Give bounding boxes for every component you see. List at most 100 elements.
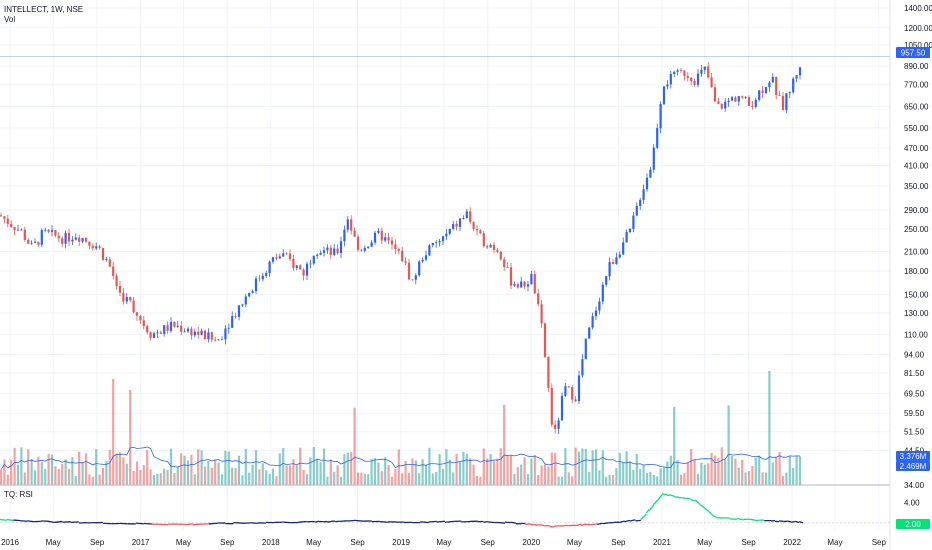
volume-bar — [761, 472, 764, 485]
volume-bar — [139, 470, 142, 485]
volume-bar — [727, 405, 730, 485]
volume-bar — [23, 472, 26, 485]
rsi-line-segment — [750, 518, 758, 522]
volume-bar — [193, 474, 196, 485]
candle-body — [105, 259, 108, 261]
price-tick-label: 550.00 — [904, 124, 929, 133]
volume-bar — [462, 451, 465, 485]
time-tick-label: 2019 — [392, 538, 410, 547]
volume-bar — [0, 469, 3, 485]
volume-bar — [61, 463, 64, 485]
candle-body — [598, 301, 601, 311]
candle-body — [445, 233, 448, 237]
candle-body — [734, 97, 737, 102]
volume-bar — [47, 454, 50, 485]
rsi-line-segment — [654, 499, 658, 505]
candle-body — [356, 236, 360, 250]
candle-body — [744, 97, 747, 98]
candle-body — [227, 327, 230, 329]
volume-bar — [659, 468, 662, 485]
time-tick-label: Sep — [350, 538, 365, 547]
candle-body — [360, 249, 363, 251]
candle-body — [564, 386, 567, 396]
grid-lines — [0, 0, 890, 530]
volume-bar — [730, 456, 734, 485]
volume-bar — [577, 451, 581, 485]
volume-bar — [312, 447, 315, 485]
volume-bar — [407, 472, 411, 485]
candle-body — [588, 327, 591, 339]
rsi-line-segment — [591, 523, 598, 526]
candle-body — [513, 284, 516, 286]
price-tick-label: 81.50 — [904, 369, 925, 378]
candle-body — [533, 274, 536, 294]
candle-body — [3, 216, 6, 219]
volume-bar — [404, 460, 407, 485]
price-tick-label: 1200.00 — [904, 24, 932, 33]
time-tick-label: 2018 — [262, 538, 280, 547]
volume-bar — [489, 453, 492, 485]
volume-bar — [758, 455, 761, 485]
rsi-line-segment — [54, 520, 63, 524]
volume-bar — [394, 469, 397, 485]
volume-bar — [244, 448, 247, 485]
volume-bar — [268, 473, 271, 485]
rsi-line-segment — [282, 521, 291, 524]
volume-bar — [475, 475, 479, 485]
rsi-line-segment — [786, 520, 792, 523]
candle-body — [118, 286, 122, 293]
candle-body — [292, 259, 295, 268]
candle-body — [567, 386, 570, 388]
rsi-line-segment — [20, 520, 28, 522]
candle-body — [407, 262, 411, 280]
candle-body — [428, 245, 431, 256]
rsi-line-segment — [379, 520, 388, 523]
candle-body — [761, 90, 764, 94]
volume-bar — [486, 458, 489, 485]
volume-bar — [482, 448, 485, 485]
price-tick-label: 210.00 — [904, 247, 929, 256]
candle-body — [37, 241, 40, 245]
time-axis[interactable]: 2016 May Sep 2017 May Sep 2018 May Sep 2019 May Sep… — [1, 538, 886, 547]
price-tick-label: 130.00 — [904, 309, 929, 318]
candle-body — [418, 261, 421, 276]
volume-bar — [207, 460, 210, 485]
candle-body — [67, 232, 71, 242]
price-axis[interactable]: 1400.00 1200.00 1050.00 890.00 770.00 650.00 5… — [904, 4, 932, 490]
candle-body — [479, 230, 482, 234]
candle-body — [438, 241, 441, 243]
volume-bar — [523, 457, 526, 485]
volume-bar — [690, 449, 693, 485]
volume-bar — [649, 471, 652, 485]
candle-body — [768, 82, 771, 88]
volume-bar — [594, 449, 598, 485]
volume-bar — [652, 474, 655, 485]
candle-body — [305, 263, 309, 276]
candle-body — [690, 77, 693, 82]
candle-body — [183, 331, 186, 333]
candle-body — [13, 226, 16, 231]
volume-bar — [414, 460, 417, 485]
volume-bar — [40, 462, 43, 485]
volume-bar — [115, 453, 118, 485]
rsi-line-segment — [699, 504, 704, 508]
candle-body — [717, 101, 720, 104]
volume-bar — [764, 472, 768, 485]
rsi-line-segment — [143, 522, 153, 525]
candle-body — [339, 241, 343, 254]
volume-bar — [248, 472, 251, 485]
rsi-line-segment — [6, 518, 14, 522]
volume-bar — [628, 461, 632, 485]
candle-body — [261, 275, 264, 280]
volume-bar — [465, 453, 468, 485]
rsi-line-segment — [713, 515, 717, 518]
candle-body — [574, 399, 577, 402]
candle-body — [190, 328, 193, 336]
rsi-line-segment — [694, 499, 698, 503]
volume-bar — [696, 473, 700, 485]
volume-bar — [234, 468, 237, 485]
candle-body — [628, 228, 632, 233]
volume-bar — [309, 457, 312, 485]
volume-bar — [135, 461, 139, 485]
